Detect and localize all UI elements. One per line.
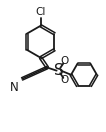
Text: S: S [54, 63, 64, 78]
Text: O: O [61, 56, 69, 66]
Text: Cl: Cl [35, 8, 46, 17]
Text: N: N [10, 81, 19, 95]
Text: O: O [61, 75, 69, 85]
